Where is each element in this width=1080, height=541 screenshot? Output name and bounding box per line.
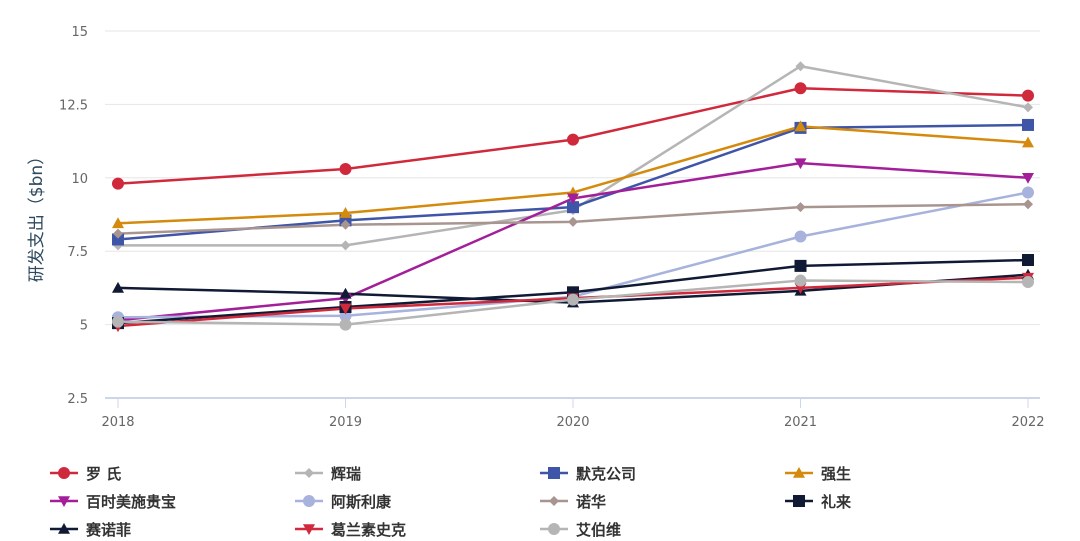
x-axis: 2018 2019 2020 2021 2022 (101, 397, 1045, 430)
data-point[interactable] (795, 202, 806, 213)
data-point[interactable] (339, 207, 352, 218)
data-point[interactable] (794, 259, 807, 272)
legend-symbol-icon (785, 495, 813, 507)
data-point[interactable] (794, 82, 807, 95)
data-point[interactable] (794, 283, 807, 294)
data-point[interactable] (567, 201, 579, 214)
legend-symbol-icon (295, 468, 323, 478)
legend-item[interactable]: 罗 氏 (50, 462, 121, 484)
gridlines (105, 30, 1040, 326)
data-point[interactable] (794, 158, 807, 170)
data-point[interactable] (340, 219, 351, 230)
legend-label: 礼来 (821, 492, 852, 511)
legend-label: 罗 氏 (86, 464, 122, 483)
legend-marker (548, 523, 560, 535)
legend-label: 葛兰素史克 (331, 520, 407, 539)
legend-symbol-icon (295, 495, 323, 507)
legend-item[interactable]: 阿斯利康 (295, 490, 391, 512)
legend-marker (793, 467, 805, 478)
legend-item[interactable]: 百时美施贵宝 (50, 490, 176, 512)
data-point[interactable] (112, 315, 124, 328)
x-tick-label: 2018 (101, 415, 134, 430)
legend-item[interactable]: 赛诺菲 (50, 518, 131, 540)
data-point[interactable] (1022, 89, 1034, 102)
legend-label: 诺华 (576, 492, 607, 511)
data-point[interactable] (795, 61, 806, 72)
legend-label: 百时美施贵宝 (86, 492, 177, 511)
data-point[interactable] (1022, 118, 1034, 131)
data-point[interactable] (112, 233, 124, 246)
legend-symbol-icon (785, 467, 813, 478)
legend-symbol-icon (50, 523, 78, 534)
legend-label: 赛诺菲 (86, 520, 132, 539)
legend-item[interactable]: 强生 (785, 462, 851, 484)
y-tick-label: 7.5 (67, 245, 88, 260)
data-point[interactable] (794, 230, 807, 243)
legend-label: 阿斯利康 (331, 492, 392, 511)
legend-item[interactable]: 辉瑞 (295, 462, 361, 484)
data-point[interactable] (339, 303, 352, 315)
y-tick-label: 5 (80, 319, 88, 334)
data-point[interactable] (568, 216, 578, 227)
data-point[interactable] (112, 281, 124, 293)
y-tick-label: 15 (71, 25, 88, 40)
legend-item[interactable]: 礼来 (785, 490, 851, 512)
x-tick-label: 2020 (556, 415, 589, 430)
legend-marker (303, 524, 315, 535)
legend-item[interactable]: 葛兰素史克 (295, 518, 406, 540)
data-point[interactable] (794, 274, 807, 287)
legend-symbol-icon (50, 467, 78, 479)
data-point[interactable] (567, 133, 579, 146)
legend-marker (548, 467, 560, 479)
series-markers (112, 61, 1034, 333)
data-point[interactable] (339, 318, 352, 331)
legend-symbol-icon (540, 496, 568, 506)
x-tick-label: 2021 (784, 415, 817, 430)
legend-item[interactable]: 艾伯维 (540, 518, 621, 540)
legend-label: 默克公司 (576, 464, 637, 483)
data-point[interactable] (1023, 199, 1033, 210)
legend-label: 辉瑞 (331, 464, 362, 483)
data-point[interactable] (339, 287, 352, 299)
legend-marker (549, 496, 559, 506)
data-point[interactable] (1023, 102, 1033, 113)
data-point[interactable] (567, 193, 579, 205)
legend-item[interactable]: 默克公司 (540, 462, 636, 484)
data-point[interactable] (339, 162, 352, 175)
data-point[interactable] (1022, 186, 1034, 199)
data-point[interactable] (112, 177, 124, 190)
legend-item[interactable]: 诺华 (540, 490, 606, 512)
y-axis-label: 研发支出（$bn） (27, 148, 47, 282)
legend-label: 强生 (821, 464, 852, 483)
legend-symbol-icon (540, 467, 568, 479)
y-tick-label: 10 (71, 172, 88, 187)
legend-symbol-icon (50, 496, 78, 507)
line-chart: 2.5 5 7.5 10 12.5 15 2018 2019 2020 2021 2022 研发支… (27, 25, 1045, 430)
x-tick-label: 2019 (329, 415, 362, 430)
data-point[interactable] (567, 293, 579, 306)
data-point[interactable] (1022, 254, 1034, 267)
data-point[interactable] (112, 217, 124, 229)
legend-marker (58, 467, 70, 479)
data-point[interactable] (1022, 276, 1034, 289)
legend-marker (793, 495, 805, 507)
legend-marker (303, 495, 315, 507)
legend-marker (304, 468, 314, 478)
y-axis-ticks: 2.5 5 7.5 10 12.5 15 (59, 25, 88, 407)
data-point[interactable] (1022, 136, 1034, 148)
data-point[interactable] (113, 228, 123, 239)
data-point[interactable] (794, 120, 807, 132)
legend-symbol-icon (295, 524, 323, 535)
y-tick-label: 12.5 (59, 98, 88, 113)
legend-marker (58, 496, 70, 507)
y-tick-label: 2.5 (67, 392, 88, 407)
legend-label: 艾伯维 (576, 520, 622, 539)
data-point[interactable] (1022, 173, 1034, 184)
legend-marker (58, 523, 70, 534)
legend-symbol-icon (540, 523, 568, 535)
x-tick-label: 2022 (1011, 415, 1044, 430)
data-point[interactable] (340, 240, 351, 251)
